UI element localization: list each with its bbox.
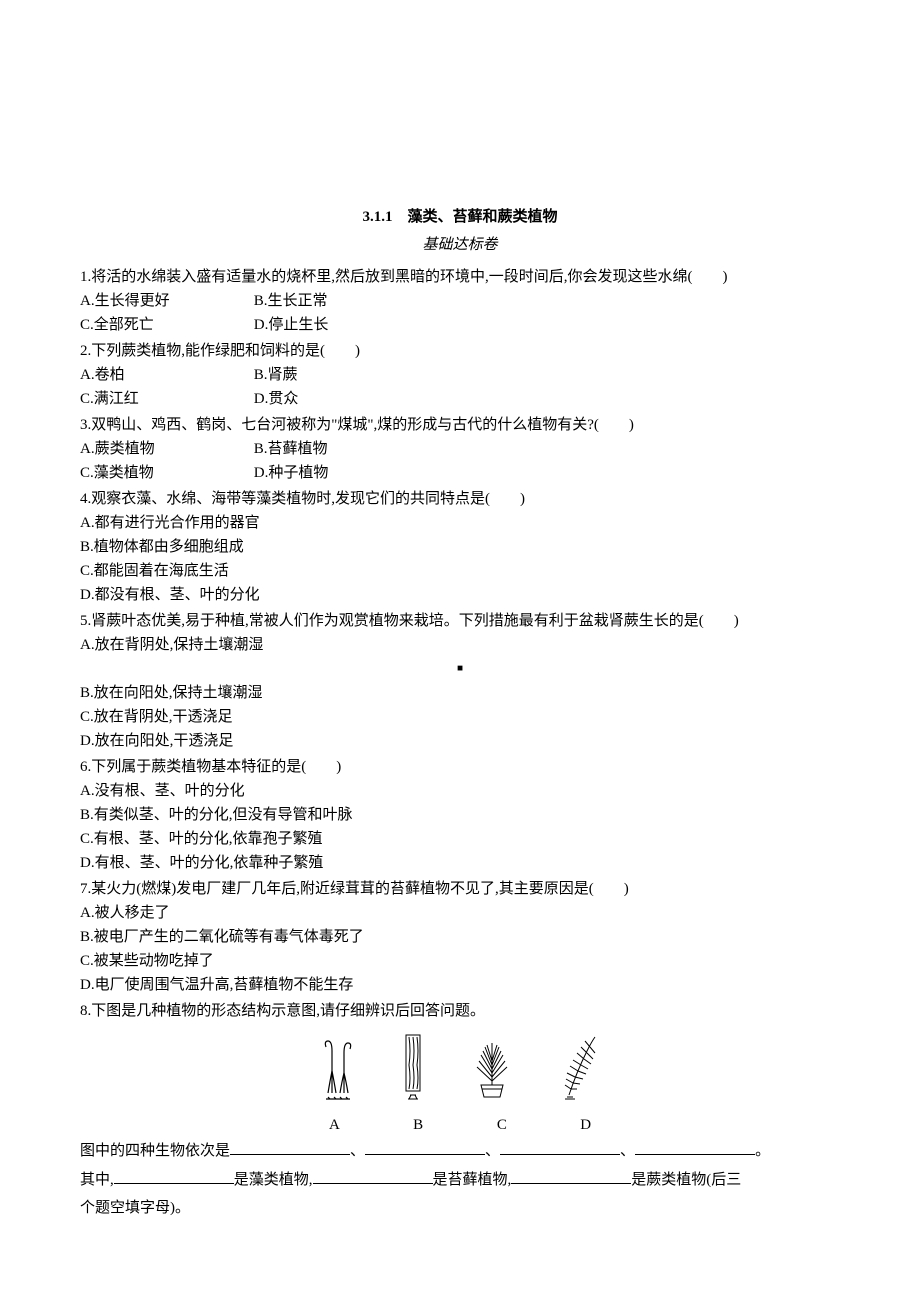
options-row: A.蕨类植物 B.苔藓植物 — [80, 437, 840, 461]
option-c: C.全部死亡 — [80, 313, 250, 337]
option-d: D.停止生长 — [254, 313, 424, 337]
option-d: D.贯众 — [254, 387, 424, 411]
question-text: 8.下图是几种植物的形态结构示意图,请仔细辨识后回答问题。 — [80, 999, 840, 1023]
option-a: A.生长得更好 — [80, 289, 250, 313]
fill-end: 个题空填字母)。 — [80, 1200, 190, 1216]
option-d: D.都没有根、茎、叶的分化 — [80, 583, 840, 607]
mid: 是苔藓植物, — [433, 1172, 512, 1188]
plant-a-icon — [318, 1031, 358, 1109]
question-2: 2.下列蕨类植物,能作绿肥和饲料的是( ) A.卷柏 B.肾蕨 C.满江红 D.… — [80, 339, 840, 411]
question-4: 4.观察衣藻、水绵、海带等藻类植物时,发现它们的共同特点是( ) A.都有进行光… — [80, 487, 840, 607]
question-5: 5.肾蕨叶态优美,易于种植,常被人们作为观赏植物来栽培。下列措施最有利于盆栽肾蕨… — [80, 609, 840, 753]
end: 。 — [755, 1143, 770, 1159]
option-b: B.被电厂产生的二氧化硫等有毒气体毒死了 — [80, 925, 840, 949]
fill-line-2: 其中, 是藻类植物, 是苔藓植物, 是蕨类植物(后三 — [80, 1166, 840, 1195]
sep: 、 — [350, 1143, 365, 1159]
question-6: 6.下列属于蕨类植物基本特征的是( ) A.没有根、茎、叶的分化 B.有类似茎、… — [80, 755, 840, 875]
question-text: 6.下列属于蕨类植物基本特征的是( ) — [80, 755, 840, 779]
blank[interactable] — [635, 1139, 755, 1155]
question-text: 3.双鸭山、鸡西、鹤岗、七台河被称为"煤城",煤的形成与古代的什么植物有关?( … — [80, 413, 840, 437]
option-b: B.苔藓植物 — [254, 437, 424, 461]
label-a: A — [294, 1113, 374, 1137]
question-3: 3.双鸭山、鸡西、鹤岗、七台河被称为"煤城",煤的形成与古代的什么植物有关?( … — [80, 413, 840, 485]
fill-prefix: 其中, — [80, 1172, 114, 1188]
blank[interactable] — [114, 1168, 234, 1184]
option-a: A.被人移走了 — [80, 901, 840, 925]
fill-line-1: 图中的四种生物依次是 、 、 、 。 — [80, 1137, 840, 1166]
option-b: B.放在向阳处,保持土壤潮湿 — [80, 681, 840, 705]
fill-prefix: 图中的四种生物依次是 — [80, 1143, 230, 1159]
option-a: A.放在背阴处,保持土壤潮湿 — [80, 633, 840, 657]
plant-labels: A B C D — [80, 1113, 840, 1137]
option-c: C.都能固着在海底生活 — [80, 559, 840, 583]
option-d: D.有根、茎、叶的分化,依靠种子繁殖 — [80, 851, 840, 875]
option-c: C.放在背阴处,干透浇足 — [80, 705, 840, 729]
label-b: B — [378, 1113, 458, 1137]
options-row: A.卷柏 B.肾蕨 — [80, 363, 840, 387]
question-7: 7.某火力(燃煤)发电厂建厂几年后,附近绿茸茸的苔藓植物不见了,其主要原因是( … — [80, 877, 840, 997]
blank[interactable] — [500, 1139, 620, 1155]
question-text: 7.某火力(燃煤)发电厂建厂几年后,附近绿茸茸的苔藓植物不见了,其主要原因是( … — [80, 877, 840, 901]
question-text: 4.观察衣藻、水绵、海带等藻类植物时,发现它们的共同特点是( ) — [80, 487, 840, 511]
mid: 是藻类植物, — [234, 1172, 313, 1188]
label-c: C — [462, 1113, 542, 1137]
option-d: D.放在向阳处,干透浇足 — [80, 729, 840, 753]
option-b: B.植物体都由多细胞组成 — [80, 535, 840, 559]
option-c: C.藻类植物 — [80, 461, 250, 485]
subtitle: 基础达标卷 — [80, 233, 840, 257]
option-a: A.都有进行光合作用的器官 — [80, 511, 840, 535]
blank[interactable] — [365, 1139, 485, 1155]
option-c: C.满江红 — [80, 387, 250, 411]
option-b: B.有类似茎、叶的分化,但没有导管和叶脉 — [80, 803, 840, 827]
question-text: 1.将活的水绵装入盛有适量水的烧杯里,然后放到黑暗的环境中,一段时间后,你会发现… — [80, 265, 840, 289]
center-marker: ■ — [80, 661, 840, 677]
question-1: 1.将活的水绵装入盛有适量水的烧杯里,然后放到黑暗的环境中,一段时间后,你会发现… — [80, 265, 840, 337]
mid: 是蕨类植物(后三 — [631, 1172, 741, 1188]
fill-line-3: 个题空填字母)。 — [80, 1194, 840, 1223]
option-b: B.肾蕨 — [254, 363, 424, 387]
sep: 、 — [485, 1143, 500, 1159]
chapter-title: 3.1.1 藻类、苔藓和蕨类植物 — [80, 205, 840, 229]
option-a: A.卷柏 — [80, 363, 250, 387]
option-a: A.没有根、茎、叶的分化 — [80, 779, 840, 803]
options-row: A.生长得更好 B.生长正常 — [80, 289, 840, 313]
option-d: D.电厂使周围气温升高,苔藓植物不能生存 — [80, 973, 840, 997]
blank[interactable] — [313, 1168, 433, 1184]
sep: 、 — [620, 1143, 635, 1159]
option-c: C.被某些动物吃掉了 — [80, 949, 840, 973]
plant-d-icon — [557, 1031, 602, 1109]
option-b: B.生长正常 — [254, 289, 424, 313]
option-a: A.蕨类植物 — [80, 437, 250, 461]
blank[interactable] — [511, 1168, 631, 1184]
plant-b-icon — [398, 1031, 428, 1109]
question-text: 2.下列蕨类植物,能作绿肥和饲料的是( ) — [80, 339, 840, 363]
blank[interactable] — [230, 1139, 350, 1155]
options-row: C.满江红 D.贯众 — [80, 387, 840, 411]
option-d: D.种子植物 — [254, 461, 424, 485]
options-row: C.藻类植物 D.种子植物 — [80, 461, 840, 485]
question-text: 5.肾蕨叶态优美,易于种植,常被人们作为观赏植物来栽培。下列措施最有利于盆栽肾蕨… — [80, 609, 840, 633]
option-c: C.有根、茎、叶的分化,依靠孢子繁殖 — [80, 827, 840, 851]
question-8: 8.下图是几种植物的形态结构示意图,请仔细辨识后回答问题。 — [80, 999, 840, 1223]
plant-c-icon — [467, 1031, 517, 1109]
label-d: D — [546, 1113, 626, 1137]
options-row: C.全部死亡 D.停止生长 — [80, 313, 840, 337]
plant-images — [80, 1031, 840, 1109]
